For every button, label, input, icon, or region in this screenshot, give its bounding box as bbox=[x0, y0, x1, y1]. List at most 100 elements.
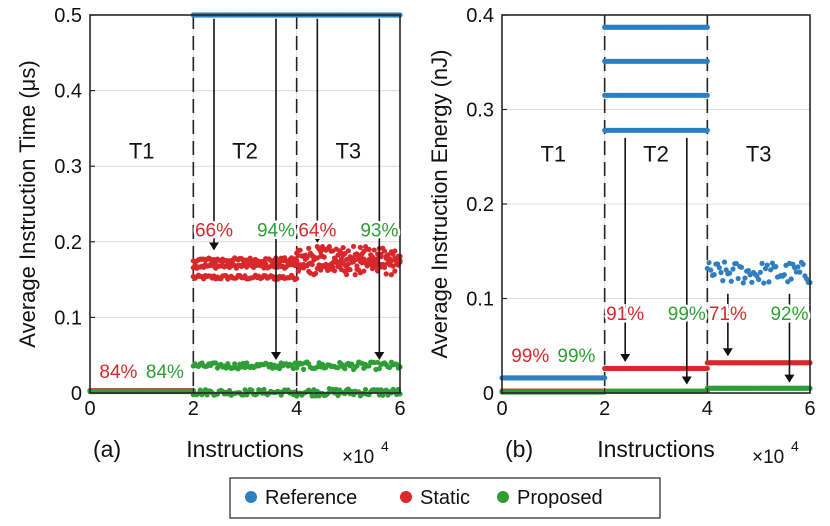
data-point bbox=[354, 251, 360, 257]
data-point bbox=[313, 255, 319, 262]
data-point bbox=[718, 269, 724, 276]
data-point bbox=[769, 260, 775, 266]
data-point bbox=[740, 280, 746, 286]
y-axis-label: Average Instruction Time (μs) bbox=[15, 60, 40, 347]
data-point bbox=[345, 248, 351, 254]
ytick-label: 0 bbox=[483, 383, 494, 405]
data-point bbox=[226, 387, 233, 394]
panel-label: (b) bbox=[505, 436, 533, 462]
panel-label: (a) bbox=[93, 436, 121, 462]
data-point bbox=[373, 264, 379, 270]
legend-label-proposed: Proposed bbox=[517, 487, 603, 509]
data-point bbox=[342, 251, 348, 257]
phase-label: T3 bbox=[335, 139, 361, 164]
series-proposed bbox=[87, 359, 403, 399]
data-point bbox=[371, 247, 377, 253]
data-point bbox=[344, 271, 350, 278]
data-point bbox=[300, 261, 307, 268]
data-point bbox=[380, 392, 386, 398]
xtick-label: 4 bbox=[702, 398, 713, 420]
xtick-label: 0 bbox=[496, 398, 507, 420]
ytick-label: 0.5 bbox=[54, 5, 82, 27]
data-point bbox=[366, 246, 372, 252]
data-point bbox=[331, 255, 338, 261]
data-point bbox=[345, 261, 351, 267]
data-point bbox=[716, 265, 722, 271]
data-point bbox=[773, 264, 779, 270]
data-point bbox=[306, 245, 312, 251]
data-point bbox=[720, 278, 726, 284]
data-point bbox=[704, 58, 710, 64]
data-point bbox=[795, 264, 801, 270]
data-point bbox=[342, 366, 348, 372]
data-point bbox=[721, 259, 728, 265]
data-point bbox=[759, 260, 765, 266]
phase-label: T2 bbox=[232, 139, 258, 164]
annotation-label: 84% bbox=[99, 362, 137, 383]
legend-entry-reference: Reference bbox=[245, 487, 357, 509]
data-point bbox=[313, 270, 319, 276]
xtick-label: 4 bbox=[291, 398, 302, 420]
data-point bbox=[316, 262, 322, 268]
ytick-label: 0.1 bbox=[466, 289, 494, 311]
data-point bbox=[309, 252, 315, 259]
data-point bbox=[361, 268, 367, 274]
data-point bbox=[788, 276, 794, 282]
legend-marker-proposed bbox=[497, 491, 509, 503]
data-point bbox=[730, 266, 736, 272]
data-point bbox=[393, 361, 400, 367]
data-point bbox=[797, 269, 803, 275]
data-point bbox=[602, 375, 608, 381]
data-point bbox=[766, 279, 772, 285]
data-point bbox=[326, 243, 332, 250]
legend-label-static: Static bbox=[420, 487, 470, 509]
data-point bbox=[756, 276, 762, 283]
data-point bbox=[387, 256, 393, 262]
legend-entry-proposed: Proposed bbox=[497, 487, 603, 509]
data-point bbox=[742, 275, 748, 281]
data-point bbox=[800, 261, 806, 267]
data-point bbox=[232, 361, 238, 367]
data-point bbox=[349, 255, 355, 261]
data-point bbox=[349, 361, 355, 367]
data-point bbox=[364, 263, 370, 269]
ytick-label: 0.4 bbox=[466, 5, 494, 27]
data-point bbox=[350, 243, 357, 250]
phase-label: T1 bbox=[540, 141, 566, 166]
legend-marker-static bbox=[400, 491, 412, 503]
data-point bbox=[704, 365, 710, 372]
data-point bbox=[704, 127, 710, 133]
x-axis-label: Instructions bbox=[186, 436, 304, 462]
data-point bbox=[757, 269, 763, 275]
series-reference bbox=[499, 24, 813, 381]
data-point bbox=[307, 260, 314, 266]
data-point bbox=[761, 280, 767, 286]
data-point bbox=[383, 271, 389, 277]
data-point bbox=[711, 272, 717, 278]
data-point bbox=[337, 260, 343, 266]
data-point bbox=[392, 248, 398, 254]
data-point bbox=[704, 92, 710, 98]
annotation-label: 93% bbox=[360, 221, 398, 242]
data-point bbox=[768, 267, 774, 273]
data-point bbox=[735, 275, 741, 282]
data-point bbox=[381, 262, 388, 268]
series-reference bbox=[87, 12, 403, 394]
data-point bbox=[357, 244, 363, 250]
annotation-label: 94% bbox=[257, 221, 295, 242]
data-point bbox=[392, 268, 398, 274]
xtick-label: 2 bbox=[188, 398, 199, 420]
panel-b: 0 0.1 0.2 0.3 0.4 0 2 4 6 Instructions Average Ins… bbox=[427, 5, 816, 468]
panels: 0 0.1 0.2 0.3 0.4 0.5 0 2 4 6 Instructions Average … bbox=[15, 5, 816, 468]
phase-label: T3 bbox=[746, 141, 772, 166]
annotation-label: 84% bbox=[146, 362, 184, 383]
data-point bbox=[733, 260, 740, 267]
annotation-label: 99% bbox=[668, 304, 706, 325]
panel-a: 0 0.1 0.2 0.3 0.4 0.5 0 2 4 6 Instructions Average … bbox=[15, 5, 406, 468]
data-point bbox=[335, 365, 341, 371]
annotation-label: 91% bbox=[606, 304, 644, 325]
ytick-label: 0.4 bbox=[54, 81, 82, 103]
phase-label: T2 bbox=[643, 141, 669, 166]
x-multiplier: ×10 bbox=[342, 447, 374, 468]
data-point bbox=[354, 263, 360, 269]
